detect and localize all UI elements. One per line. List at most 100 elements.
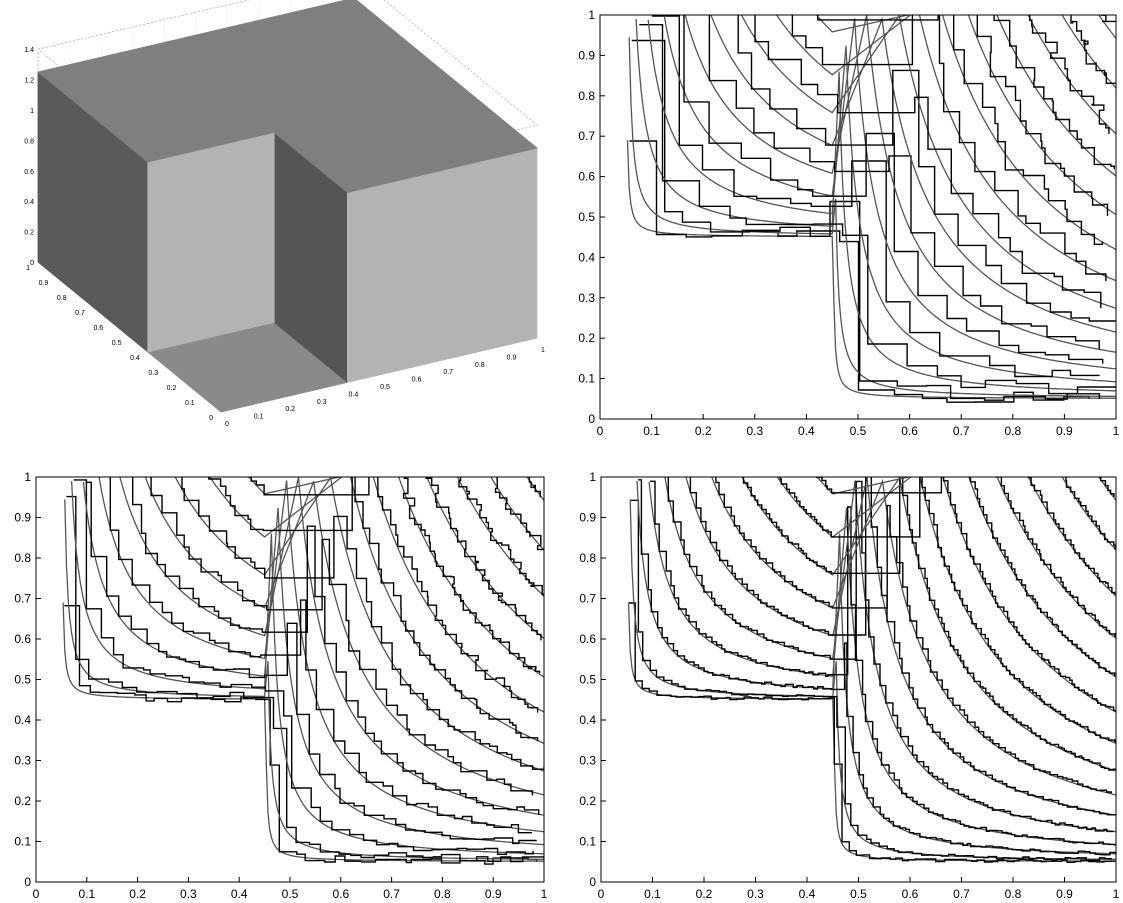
approx-level-curve — [630, 499, 1112, 861]
y-tick-label: 1 — [24, 470, 31, 484]
y-tick-label: 0.1 — [578, 372, 595, 386]
approx-level-curve — [121, 477, 540, 815]
approx-level-curve — [737, 15, 1116, 322]
y-tick-label: 0.3 — [578, 291, 595, 305]
exact-level-curve — [663, 15, 1116, 370]
approx-level-curve — [629, 140, 1090, 403]
exact-level-curve — [684, 15, 1116, 353]
x-tick-label: 0.8 — [434, 887, 451, 901]
y-tick-label: 0.4 — [14, 713, 31, 727]
y-tick-label: 0.5 — [112, 340, 122, 347]
exact-level-curve — [209, 477, 544, 744]
approx-level-curve — [458, 477, 544, 596]
approx-level-curve — [639, 24, 1116, 396]
y-tick-label: 0.8 — [579, 551, 596, 565]
x-tick-label: 0.4 — [799, 887, 816, 901]
z-tick-label: 0.8 — [24, 138, 34, 145]
exact-level-curve — [710, 15, 1116, 333]
exact-level-curve — [647, 19, 1116, 383]
x-tick-label: 0.7 — [953, 887, 970, 901]
x-tick-label: 0.2 — [695, 424, 712, 438]
approx-level-curve — [1018, 15, 1110, 134]
approx-level-curve — [776, 477, 1116, 743]
y-tick-label: 0.9 — [578, 48, 595, 62]
y-tick-label: 0.2 — [579, 794, 596, 808]
y-tick-label: 0.1 — [579, 835, 596, 849]
approx-level-curve — [109, 477, 532, 834]
exact-level-curve — [776, 477, 1116, 744]
y-tick-label: 0.8 — [57, 295, 67, 302]
approx-level-curve — [402, 477, 541, 674]
approx-level-curve — [208, 477, 539, 741]
y-tick-label: 0.6 — [14, 632, 31, 646]
grid-line — [37, 0, 249, 50]
x-tick-label: 0.4 — [231, 887, 248, 901]
z-tick-label: 1.2 — [24, 78, 34, 85]
x-tick-label: 0.4 — [349, 391, 359, 398]
y-tick-label: 0.5 — [578, 210, 595, 224]
z-tick-label: 1 — [30, 108, 34, 115]
x-tick-label: 0.1 — [643, 424, 660, 438]
y-tick-label: 0.6 — [579, 632, 596, 646]
x-tick-label: 1 — [541, 887, 548, 901]
x-tick-label: 0.9 — [507, 354, 517, 361]
approx-level-curve — [1027, 477, 1116, 595]
x-tick-label: 0.9 — [1056, 887, 1073, 901]
approx-level-curve — [667, 477, 1114, 833]
z-tick-label: 0.6 — [24, 169, 34, 176]
approx-level-curve — [708, 15, 1100, 350]
y-tick-label: 0.7 — [75, 310, 85, 317]
approx-level-curve — [181, 477, 544, 770]
x-tick-label: 0.3 — [747, 887, 764, 901]
x-tick-label: 0.5 — [380, 384, 390, 391]
z-tick-label: 1.4 — [24, 47, 34, 54]
y-tick-label: 0.6 — [93, 325, 103, 332]
x-tick-label: 0.3 — [180, 887, 197, 901]
contour-plot-bottom-left: 0 0.1 0.2 0.3 0.4 0.5 0.6 0.7 0.8 0.9 1 0 0.1 0.2 0.3 0… — [14, 470, 548, 901]
y-tick-label: 0.3 — [14, 754, 31, 768]
y-tick-label: 0.9 — [579, 511, 596, 525]
approx-level-curve — [993, 15, 1115, 170]
x-tick-label: 0.8 — [1004, 424, 1021, 438]
approx-level-curve — [637, 479, 1116, 856]
approx-level-curve — [754, 15, 1102, 309]
x-tick-label: 0.7 — [953, 424, 970, 438]
y-tick-label: 0.3 — [579, 754, 596, 768]
y-tick-label: 0.7 — [578, 129, 595, 143]
x-tick-label: 0.8 — [475, 362, 485, 369]
y-tick-label: 0.4 — [130, 355, 140, 362]
x-tick-label: 0.2 — [129, 887, 146, 901]
approx-level-curve — [85, 481, 537, 845]
contour-plot-bottom-right: 0 0.1 0.2 0.3 0.4 0.5 0.6 0.7 0.8 0.9 1 0 0.1 0.2 0.3 0… — [579, 470, 1119, 901]
x-tick-label: 0.6 — [902, 887, 919, 901]
x-tick-label: 0.9 — [485, 887, 502, 901]
approx-level-curve — [1070, 15, 1116, 84]
x-tick-label: 0.9 — [1056, 424, 1073, 438]
x-tick-label: 0.5 — [282, 887, 299, 901]
approx-level-curve — [247, 477, 539, 713]
x-tick-label: 0.5 — [850, 424, 867, 438]
box-edge — [383, 0, 538, 126]
y-tick-label: 0.5 — [579, 673, 596, 687]
approx-level-curve — [494, 477, 544, 551]
approx-level-curve — [816, 477, 1116, 712]
approx-level-curve — [66, 495, 544, 863]
x-tick-label: 0.5 — [850, 887, 867, 901]
approx-level-curve — [629, 602, 1116, 863]
approx-level-curve — [650, 480, 1116, 846]
y-tick-label: 0.2 — [578, 331, 595, 345]
exact-level-curve — [174, 477, 544, 772]
x-tick-label: 0 — [33, 887, 40, 901]
approx-level-curve — [425, 477, 542, 641]
contour-plot-top-right: 0 0.1 0.2 0.3 0.4 0.5 0.6 0.7 0.8 0.9 1 0 0.1 0.2 0.3 0… — [578, 8, 1120, 438]
approx-level-curve — [976, 15, 1109, 216]
y-tick-label: 0.7 — [579, 592, 596, 606]
y-tick-label: 0.9 — [14, 511, 31, 525]
exact-level-curve — [119, 477, 544, 816]
approx-level-curve — [526, 477, 541, 498]
x-tick-label: 1 — [1113, 424, 1120, 438]
exact-level-curve — [741, 477, 1116, 772]
y-tick-label: 0 — [24, 875, 31, 889]
y-tick-label: 0.8 — [578, 89, 595, 103]
